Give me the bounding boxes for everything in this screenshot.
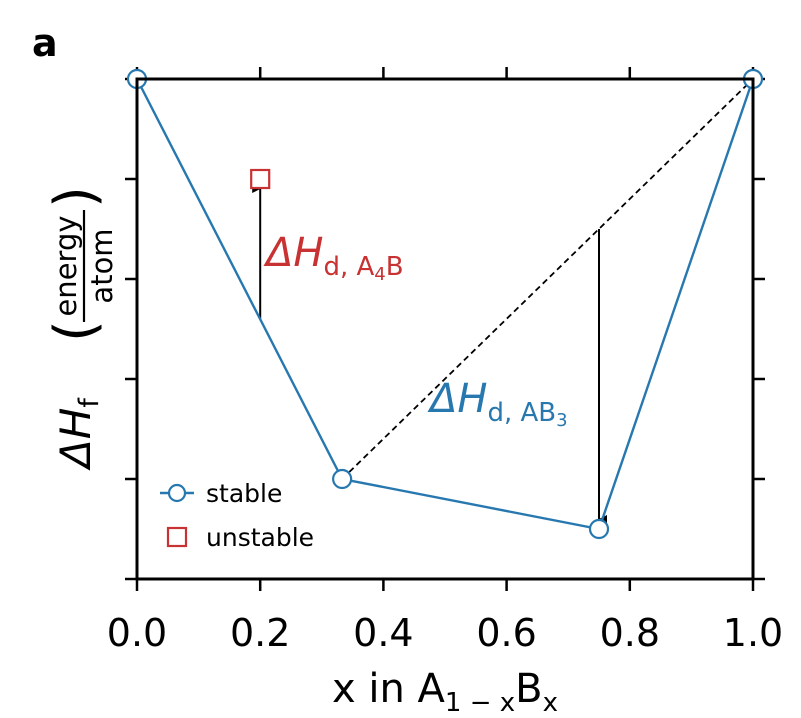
x-label-main: x in A — [332, 666, 446, 712]
x-tick-label: 1.0 — [723, 611, 783, 655]
stable-point — [332, 468, 353, 490]
y-label-frac-den: atom — [85, 228, 119, 303]
legend: stable unstable — [160, 479, 314, 552]
legend-unstable-label: unstable — [206, 523, 314, 552]
annotation-a4b-subtail: B — [386, 252, 404, 282]
x-tick-label: 0.8 — [600, 611, 660, 655]
annotation-a4b-sub: d, A — [323, 252, 374, 282]
panel-label: a — [32, 21, 58, 65]
x-label-sub1: 1 − x — [445, 688, 515, 718]
annotation-ab3-subsub: 3 — [556, 410, 567, 431]
unstable-point — [250, 168, 271, 190]
legend-unstable-marker — [166, 526, 188, 548]
y-label-frac-num: energy — [49, 215, 83, 316]
x-tick-label: 0.4 — [353, 611, 413, 655]
annotation-ab3-main: ΔH — [427, 376, 487, 422]
annotation-ab3-sub: d, AB — [487, 398, 556, 428]
ticks-layer: 0.0 0.2 0.4 0.6 0.8 1.0 — [107, 67, 783, 655]
annotation-a4b: ΔHd, A4B — [263, 230, 404, 285]
tie-line — [341, 78, 754, 480]
svg-text:ΔHf: ΔHf — [51, 397, 105, 471]
stable-line — [135, 78, 755, 531]
y-label-paren-open: ( — [43, 320, 108, 342]
annotation-a4b-subsub: 4 — [374, 264, 385, 285]
annotation-a4b-main: ΔH — [263, 230, 323, 276]
y-label-paren-close: ) — [43, 186, 108, 208]
annotation-ab3: ΔHd, AB3 — [427, 376, 568, 431]
x-tick-label: 0.0 — [107, 611, 167, 655]
x-tick-label: 0.2 — [230, 611, 290, 655]
y-axis-label: ΔHf ( energy atom ) — [43, 186, 119, 471]
x-axis-label: x in A1 − xBx — [332, 666, 558, 718]
data-layer — [126, 68, 764, 540]
legend-stable-marker — [167, 483, 187, 503]
plot-frame — [135, 77, 755, 581]
x-label-sub2: x — [543, 688, 558, 718]
legend-stable-label: stable — [206, 479, 282, 508]
x-tick-label: 0.6 — [476, 611, 536, 655]
x-label-main2: B — [515, 666, 542, 712]
stable-point — [588, 518, 610, 540]
y-label-main: ΔH — [51, 408, 100, 471]
y-label-sub: f — [74, 397, 105, 408]
